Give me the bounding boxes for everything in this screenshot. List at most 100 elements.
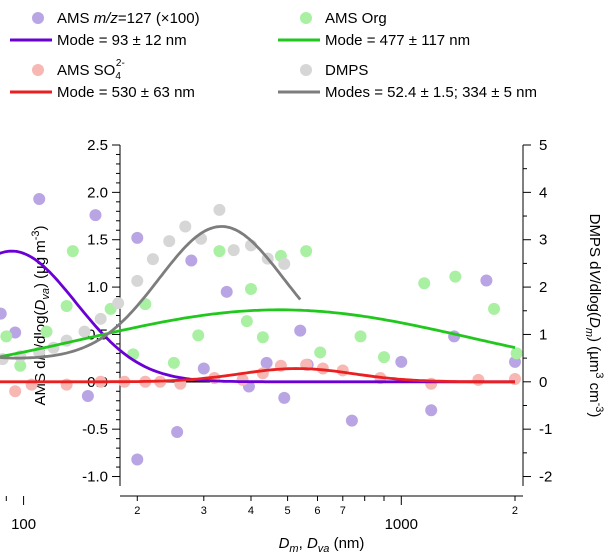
right-tick-label: -2 — [539, 469, 552, 486]
point-dmps — [146, 253, 159, 266]
x-axis-title-part: m — [289, 543, 298, 555]
point-dmps — [94, 312, 107, 325]
legend-fit-label: Mode = 530 ± 63 nm — [57, 84, 195, 101]
legend-fit-label: Mode = 477 ± 117 nm — [325, 32, 470, 49]
x-axis-title-part: va — [318, 543, 330, 555]
point-ams-m-z-127-100 — [197, 362, 210, 375]
right-tick-label: 2 — [539, 279, 547, 296]
point-ams-org — [0, 330, 13, 343]
point-ams-m-z-127-100 — [395, 355, 408, 368]
left-tick-label: 2.5 — [87, 137, 108, 154]
bottom-minor-label: 2 — [134, 505, 140, 517]
right-y-title-part: 3 — [593, 372, 605, 378]
point-dmps — [163, 235, 176, 248]
point-ams-m-z-127-100 — [81, 390, 94, 403]
legend-marker-label: AMS Org — [325, 10, 387, 27]
right-y-title-part: /dlog( — [586, 279, 603, 317]
right-tick-label: 4 — [539, 184, 547, 201]
legend: AMS m/z=127 (×100) Mode = 93 ± 12 nm AMS O… — [10, 10, 537, 101]
point-ams-org — [244, 282, 257, 295]
legend-marker-text: AMS Org — [325, 10, 387, 27]
point-ams-org — [60, 300, 73, 313]
right-y-title-part: D — [586, 317, 603, 328]
right-tick-label: 0 — [539, 374, 547, 391]
axes: 2.52.01.51.00.50.0-0.5-1.0543210-1-21001… — [5, 137, 605, 555]
plot-area — [0, 192, 523, 466]
point-ams-m-z-127-100 — [131, 231, 144, 244]
legend-marker-superscript: 2- — [116, 58, 125, 69]
right-y-title-part: m — [583, 328, 595, 337]
point-ams-m-z-127-100 — [345, 414, 358, 427]
point-ams-m-z-127-100 — [131, 453, 144, 466]
point-ams-org — [240, 315, 253, 328]
point-ams-org — [510, 347, 523, 360]
point-dmps — [131, 274, 144, 287]
point-ams-m-z-127-100 — [278, 391, 291, 404]
point-ams-m-z-127-100 — [294, 324, 307, 337]
right-y-title-part: cm — [586, 378, 603, 402]
x-axis-title-part: , — [299, 535, 307, 552]
point-ams-m-z-127-100 — [425, 404, 438, 417]
legend-marker-point — [300, 64, 312, 76]
point-dmps — [213, 203, 226, 216]
left-tick-label: 2.0 — [87, 184, 108, 201]
point-ams-m-z-127-100 — [480, 274, 493, 287]
right-tick-label: -1 — [539, 421, 552, 438]
left-y-title-part: D — [32, 300, 49, 311]
fit-curve-22c71e — [0, 308, 516, 359]
point-ams-m-z-127-100 — [171, 426, 184, 439]
x-axis-title-part: (nm) — [329, 535, 364, 552]
right-y-title-part: DMPS d — [586, 214, 603, 270]
right-tick-label: 3 — [539, 232, 547, 249]
point-dmps — [112, 297, 125, 310]
bottom-minor-label: 2 — [512, 505, 518, 517]
right-tick-label: 5 — [539, 137, 547, 154]
legend-fit-label: Mode = 93 ± 12 nm — [57, 32, 187, 49]
right-y-title-part: V — [586, 269, 603, 281]
bottom-minor-label: 3 — [201, 505, 207, 517]
point-ams-m-z-127-100 — [89, 209, 102, 222]
point-dmps — [179, 220, 192, 233]
legend-marker-point — [32, 64, 44, 76]
legend-marker-text: m/z — [94, 10, 119, 27]
bottom-minor-label: 7 — [340, 505, 346, 517]
right-tick-label: 1 — [539, 326, 547, 343]
point-ams-org — [192, 329, 205, 342]
fit-curve-6a00d4 — [0, 249, 515, 384]
bottom-minor-label: 5 — [285, 505, 291, 517]
bottom-tick-label: 1000 — [385, 516, 418, 533]
point-ams-org — [300, 245, 313, 258]
right-y-title-part: -3 — [593, 403, 605, 413]
point-ams-org — [256, 331, 269, 344]
legend-marker-point — [32, 12, 44, 24]
point-ams-org — [66, 245, 79, 258]
point-ams-m-z-127-100 — [185, 254, 198, 267]
right-y-title-part: ) (µm — [586, 337, 603, 372]
legend-marker-text: AMS SO — [57, 62, 115, 79]
legend-fit-label: Modes = 52.4 ± 1.5; 334 ± 5 nm — [325, 84, 537, 101]
bottom-tick-label: 100 — [11, 516, 36, 533]
left-y-axis-title: AMS dM/dlog(Dva) (µg m-3) — [30, 225, 52, 405]
point-dmps — [227, 244, 240, 257]
x-axis-title: Dm, Dva (nm) — [279, 535, 365, 555]
right-y-axis-title: DMPS dV/dlog(Dm) (µm3 cm-3) — [583, 214, 605, 418]
left-y-title-part: /dlog( — [32, 311, 49, 349]
legend-marker-text: AMS — [57, 10, 94, 27]
point-ams-m-z-127-100 — [260, 356, 273, 369]
point-dmps — [78, 325, 91, 338]
fit-curve-ea1f1f — [0, 367, 515, 384]
legend-marker-subscript: 4 — [115, 71, 121, 82]
point-ams-m-z-127-100 — [33, 192, 46, 205]
left-y-title-part: -3 — [30, 230, 42, 240]
point-ams-org — [354, 330, 367, 343]
left-tick-label: -1.0 — [82, 469, 108, 486]
point-ams-org — [418, 277, 431, 290]
point-ams-so4-2 — [236, 373, 249, 386]
legend-marker-label: AMS SO4 2- — [57, 58, 125, 82]
point-ams-org — [449, 270, 462, 283]
legend-marker-label: DMPS — [325, 62, 368, 79]
point-ams-org — [378, 351, 391, 364]
legend-marker-label: AMS m/z=127 (×100) — [57, 10, 200, 27]
fit-curve-7d7d7d — [0, 225, 302, 360]
